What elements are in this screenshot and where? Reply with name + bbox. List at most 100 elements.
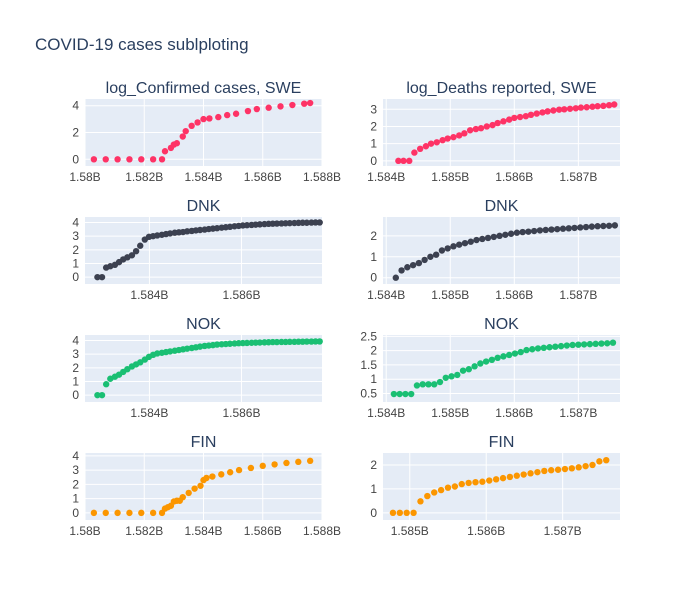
data-point — [244, 107, 252, 115]
data-point — [197, 482, 204, 489]
data-point — [546, 344, 553, 351]
data-point — [530, 227, 538, 235]
data-point — [273, 338, 281, 346]
data-point — [505, 116, 513, 123]
data-point — [206, 115, 213, 122]
data-point — [527, 111, 535, 119]
subplot-grid: log_Confirmed cases, SWE 1.58B 1.582B 1.584… — [69, 80, 620, 538]
data-point — [395, 157, 402, 165]
data-point — [203, 474, 210, 482]
data-point — [594, 103, 601, 110]
y-tick-label: 4 — [72, 333, 79, 347]
data-point — [598, 340, 605, 347]
data-point — [605, 101, 613, 109]
data-point — [444, 135, 451, 142]
data-point — [194, 119, 201, 126]
data-point — [534, 468, 541, 476]
data-point — [611, 101, 618, 108]
y-tick-label: 3 — [72, 229, 79, 243]
data-point — [398, 267, 405, 274]
x-tick-label: 1.584B — [130, 406, 168, 420]
data-point — [540, 344, 547, 352]
data-point — [473, 236, 480, 244]
data-point — [499, 474, 507, 482]
data-point — [559, 225, 567, 232]
data-point — [433, 139, 441, 146]
data-point — [483, 123, 490, 130]
data-point — [413, 382, 421, 389]
data-point — [596, 458, 603, 465]
data-point — [137, 242, 144, 249]
data-point — [419, 381, 426, 388]
subplot-title: DNK — [485, 198, 519, 215]
data-point — [529, 346, 536, 353]
data-point — [609, 339, 617, 346]
data-point — [461, 130, 468, 137]
data-point — [427, 140, 435, 147]
data-point — [406, 157, 413, 165]
y-tick-label: 2 — [370, 119, 377, 133]
data-point — [516, 113, 524, 121]
data-point — [582, 462, 589, 470]
x-tick-label: 1.586B — [244, 170, 282, 184]
data-point — [301, 100, 308, 107]
data-point — [594, 223, 601, 230]
y-tick-label: 2 — [72, 477, 79, 491]
data-point — [286, 219, 293, 227]
data-point — [389, 509, 397, 517]
data-point — [450, 133, 457, 141]
data-point — [465, 366, 473, 373]
x-tick-label: 1.584B — [184, 170, 222, 184]
x-tick-label: 1.587B — [559, 288, 597, 302]
data-point — [565, 225, 572, 232]
data-point — [466, 127, 474, 134]
y-tick-label: 3 — [370, 102, 377, 116]
y-tick-label: 1 — [72, 374, 79, 388]
data-point — [286, 338, 293, 346]
y-tick-label: 1 — [370, 372, 377, 386]
data-point — [277, 103, 284, 110]
data-point — [500, 353, 507, 360]
y-tick-label: 4 — [72, 215, 79, 229]
data-series — [94, 338, 323, 399]
data-point — [563, 342, 571, 349]
data-point — [409, 261, 417, 269]
data-series — [90, 99, 314, 163]
data-point — [533, 110, 540, 117]
data-point — [600, 222, 607, 230]
data-point — [396, 509, 404, 517]
x-tick-label: 1.584B — [367, 170, 405, 184]
data-point — [505, 351, 513, 359]
data-point — [566, 105, 574, 112]
y-tick-label: 4 — [72, 99, 79, 113]
data-point — [259, 462, 266, 470]
data-point — [226, 340, 234, 347]
data-point — [592, 340, 599, 348]
data-point — [94, 391, 101, 399]
x-tick-label: 1.586B — [495, 170, 533, 184]
x-tick-label: 1.586B — [495, 406, 533, 420]
data-point — [477, 360, 484, 367]
data-point — [511, 350, 519, 357]
data-point — [554, 466, 562, 473]
data-point — [283, 459, 290, 467]
data-series — [90, 457, 314, 517]
data-point — [589, 461, 596, 469]
data-point — [444, 484, 452, 491]
data-point — [600, 102, 607, 110]
y-tick-label: 2.5 — [360, 329, 377, 343]
x-tick-label: 1.586B — [495, 288, 533, 302]
data-point — [522, 112, 530, 120]
y-tick-label: 1 — [72, 256, 79, 270]
data-point — [218, 471, 225, 478]
x-tick-label: 1.582B — [125, 170, 163, 184]
data-point — [232, 110, 240, 117]
x-tick-label: 1.585B — [431, 288, 469, 302]
y-tick-label: 2 — [370, 458, 377, 472]
data-point — [432, 251, 440, 258]
data-point — [603, 340, 611, 347]
data-point — [547, 467, 555, 474]
subplot-title: FIN — [489, 434, 515, 451]
